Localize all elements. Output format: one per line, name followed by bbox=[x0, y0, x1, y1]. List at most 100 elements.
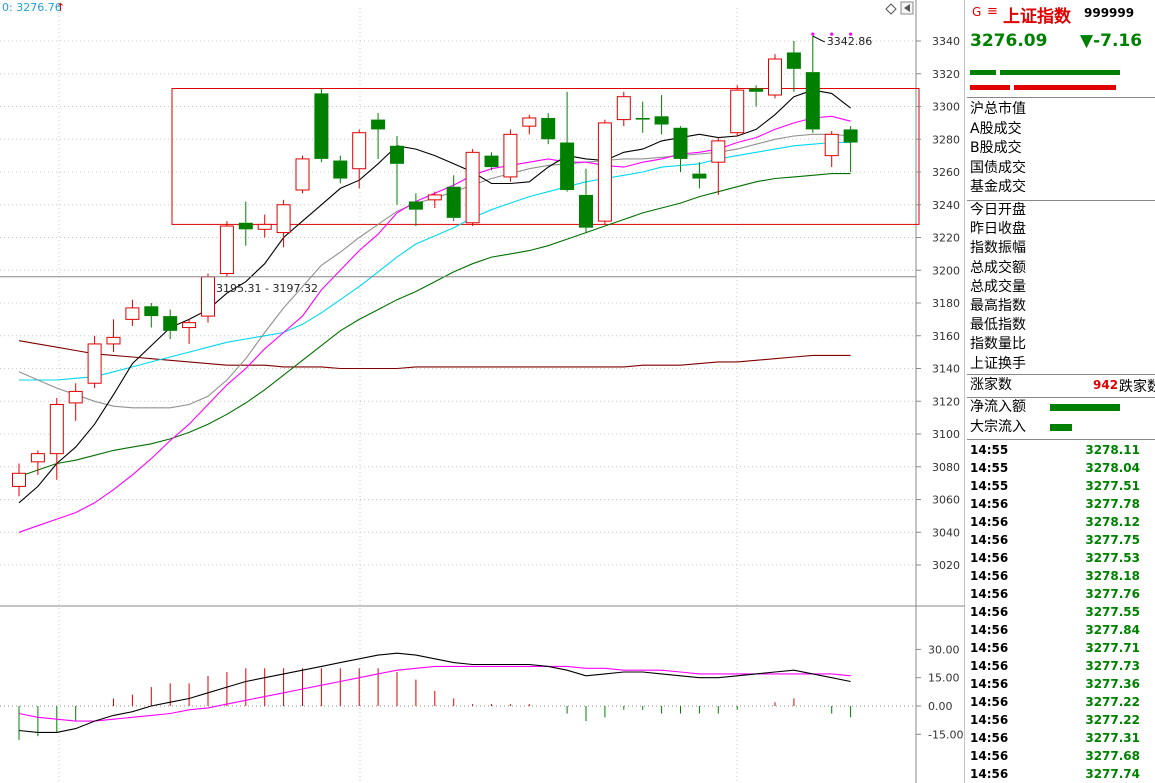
tick-price: 3277.84 bbox=[1085, 623, 1140, 637]
candle bbox=[560, 91, 575, 192]
macd-dea-line bbox=[18, 665, 851, 722]
consolidation-rect bbox=[171, 87, 920, 225]
candle-body bbox=[49, 404, 64, 455]
tick-row: 14:55 3277.51 bbox=[970, 477, 1154, 495]
candle-body bbox=[635, 117, 650, 120]
y-tick-label: 3200 bbox=[932, 264, 960, 277]
divider bbox=[967, 97, 1155, 98]
down-count-label: 跌家数 bbox=[1119, 379, 1155, 395]
candle-body bbox=[503, 133, 518, 178]
candle bbox=[597, 119, 612, 225]
candle-body bbox=[654, 116, 669, 125]
tick-price: 3278.04 bbox=[1085, 461, 1140, 475]
candle-body bbox=[295, 158, 310, 191]
candle-body bbox=[371, 119, 386, 130]
ma120-line bbox=[18, 340, 851, 370]
candle-body bbox=[352, 132, 367, 170]
tick-row: 14:56 3277.78 bbox=[970, 495, 1154, 513]
diamond-icon[interactable] bbox=[885, 3, 897, 15]
candle bbox=[654, 95, 669, 135]
candle bbox=[484, 152, 499, 171]
candle bbox=[541, 113, 556, 145]
flow-label: 净流入额 bbox=[970, 399, 1026, 415]
tick-row: 14:56 3277.31 bbox=[970, 729, 1154, 747]
tick-row: 14:56 3277.36 bbox=[970, 675, 1154, 693]
tick-row: 14:55 3278.04 bbox=[970, 459, 1154, 477]
candle-body bbox=[219, 225, 234, 275]
tick-time: 14:56 bbox=[970, 497, 1009, 511]
candle-body bbox=[579, 194, 593, 228]
tick-time: 14:56 bbox=[970, 713, 1009, 727]
candle bbox=[768, 54, 782, 99]
tick-price: 3277.22 bbox=[1085, 713, 1140, 727]
candle bbox=[730, 85, 745, 136]
candle bbox=[333, 155, 348, 184]
chart-background bbox=[0, 0, 965, 783]
stat-label: 总成交量 bbox=[970, 278, 1026, 295]
green-bar-right bbox=[1000, 70, 1120, 75]
tick-time: 14:56 bbox=[970, 533, 1009, 547]
candle bbox=[390, 135, 404, 205]
tick-price: 3277.55 bbox=[1085, 605, 1140, 619]
tick-price: 3278.18 bbox=[1085, 569, 1140, 583]
candle-body bbox=[541, 117, 556, 140]
candle-body bbox=[408, 201, 423, 210]
tick-time: 14:56 bbox=[970, 587, 1009, 601]
stat-label: 沪总市值 bbox=[970, 101, 1026, 117]
stat-label: 上证换手 bbox=[970, 355, 1026, 372]
candle bbox=[257, 214, 272, 238]
stat-label: 今日开盘 bbox=[970, 202, 1026, 218]
candle-body bbox=[465, 151, 480, 224]
tick-price: 3277.51 bbox=[1085, 479, 1140, 493]
candle bbox=[711, 137, 726, 195]
tick-price: 3277.71 bbox=[1085, 641, 1140, 655]
candle bbox=[522, 114, 537, 135]
candle bbox=[201, 273, 215, 323]
divider bbox=[967, 374, 1155, 375]
signal-dot bbox=[811, 32, 815, 36]
candle bbox=[68, 383, 83, 421]
flow-bar bbox=[1050, 404, 1120, 411]
tick-time: 14:56 bbox=[970, 551, 1009, 565]
candle bbox=[144, 303, 159, 328]
candle bbox=[276, 199, 291, 248]
candle-body bbox=[560, 142, 575, 191]
candle bbox=[427, 191, 442, 209]
readout-arrow-icon: ↑ bbox=[56, 1, 65, 14]
candle bbox=[843, 126, 858, 172]
grid-lines bbox=[0, 0, 965, 783]
y-tick-label: 3280 bbox=[932, 133, 960, 146]
candle bbox=[125, 299, 140, 326]
candle-body bbox=[484, 155, 499, 168]
tick-row: 14:56 3277.74 bbox=[970, 765, 1154, 783]
consolidation-box bbox=[171, 87, 920, 225]
menu-icon[interactable]: ≡ bbox=[987, 4, 998, 19]
macd-tick-label: -15.00 bbox=[928, 728, 963, 741]
candle-body bbox=[843, 129, 858, 143]
red-bar-left bbox=[970, 85, 1010, 90]
green-bar-left bbox=[970, 70, 996, 75]
y-tick-label: 3300 bbox=[932, 101, 960, 114]
tick-price: 3277.53 bbox=[1085, 551, 1140, 565]
tick-row: 14:56 3277.76 bbox=[970, 585, 1154, 603]
macd-indicator: -15.00 0.00 15.00 30.00 bbox=[0, 643, 963, 741]
candle-body bbox=[125, 307, 140, 320]
candle-body bbox=[522, 117, 537, 127]
y-tick-label: 3080 bbox=[932, 461, 960, 474]
tick-row: 14:56 3277.71 bbox=[970, 639, 1154, 657]
index-name: 上证指数 bbox=[1003, 7, 1071, 27]
candle-body bbox=[333, 160, 348, 179]
tick-row: 14:56 3277.75 bbox=[970, 531, 1154, 549]
candle-body bbox=[87, 343, 102, 384]
candle bbox=[805, 36, 820, 133]
tick-time: 14:56 bbox=[970, 569, 1009, 583]
candle bbox=[503, 129, 518, 182]
tick-time: 14:56 bbox=[970, 677, 1009, 691]
price-axis: 3020 3040 3060 3080 3100 3120 3140 3160 3180 3200… bbox=[916, 35, 960, 572]
index-code: 999999 bbox=[1084, 6, 1135, 20]
tick-time: 14:56 bbox=[970, 731, 1009, 745]
candle bbox=[87, 335, 102, 389]
high-pointer bbox=[812, 35, 826, 43]
tick-price: 3277.74 bbox=[1085, 767, 1140, 781]
candle bbox=[30, 450, 45, 475]
